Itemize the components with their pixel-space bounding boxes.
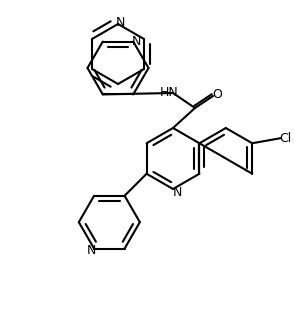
Text: Cl: Cl [279, 132, 291, 145]
Text: N: N [172, 186, 182, 200]
Text: N: N [86, 244, 96, 257]
Text: HN: HN [160, 85, 178, 98]
Text: N: N [115, 17, 125, 29]
Text: N: N [132, 35, 141, 48]
Text: O: O [212, 88, 222, 101]
